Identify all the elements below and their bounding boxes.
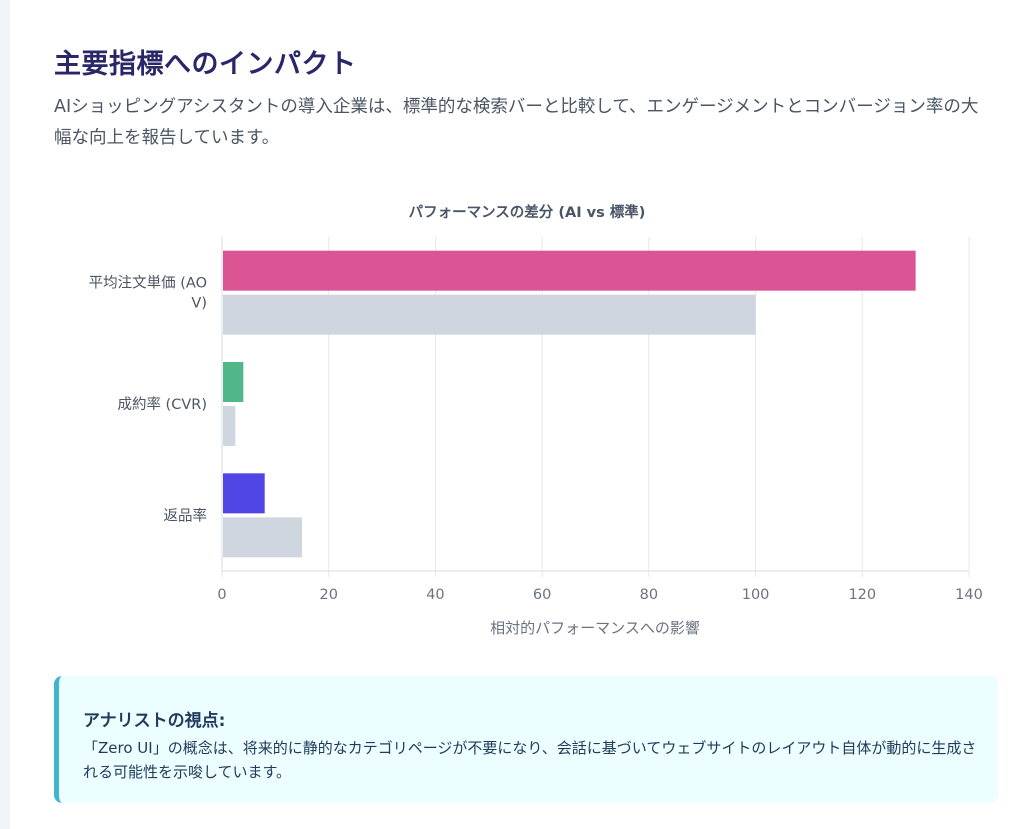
impact-card: 主要指標へのインパクト AIショッピングアシスタントの導入企業は、標準的な検索バ… [10,0,1024,829]
bar-standard-1 [223,406,236,446]
y-category-label-0-0: 平均注文単価 (AO [89,275,207,292]
chart-bars [223,250,916,558]
bar-ai-1 [223,362,244,402]
bar-ai-0 [223,250,916,291]
performance-chart: パフォーマンスの差分 (AI vs 標準) 0 20 40 60 80 100 120 140… [89,203,983,637]
chart-title: パフォーマンスの差分 (AI vs 標準) [409,203,646,221]
page-description: AIショッピングアシスタントの導入企業は、標準的な検索バーと比較して、エンゲージ… [54,97,979,148]
page-title: 主要指標へのインパクト [54,49,357,80]
chart-grid [221,237,970,577]
insight-body: 「Zero UI」の概念は、将来的に静的なカテゴリページが不要になり、会話に基づ… [83,739,977,781]
x-tick-label-2: 40 [426,587,444,603]
y-category-label-1-0: 成約率 (CVR) [117,396,207,413]
x-tick-label-7: 140 [955,587,983,603]
x-tick-label-6: 120 [848,587,876,603]
x-tick-label-5: 100 [742,587,770,603]
x-tick-label-4: 80 [640,587,658,603]
chart-axes [221,237,969,572]
analyst-insight-box: アナリストの視点: 「Zero UI」の概念は、将来的に静的なカテゴリページが不… [54,676,998,803]
chart-labels: 0 20 40 60 80 100 120 140 平均注文単価 (AO V) 成約率 (CVR) 返… [89,275,983,603]
y-category-label-2-0: 返品率 [164,507,208,524]
y-category-label-0-1: V) [191,296,207,312]
bar-standard-2 [223,517,303,558]
insight-title: アナリストの視点: [83,711,226,731]
x-axis-label: 相対的パフォーマンスへの影響 [490,619,700,637]
bar-standard-0 [223,294,756,335]
x-tick-label-0: 0 [217,587,226,603]
bar-ai-2 [223,473,265,514]
x-tick-label-3: 60 [533,587,551,603]
x-tick-label-1: 20 [319,587,337,603]
